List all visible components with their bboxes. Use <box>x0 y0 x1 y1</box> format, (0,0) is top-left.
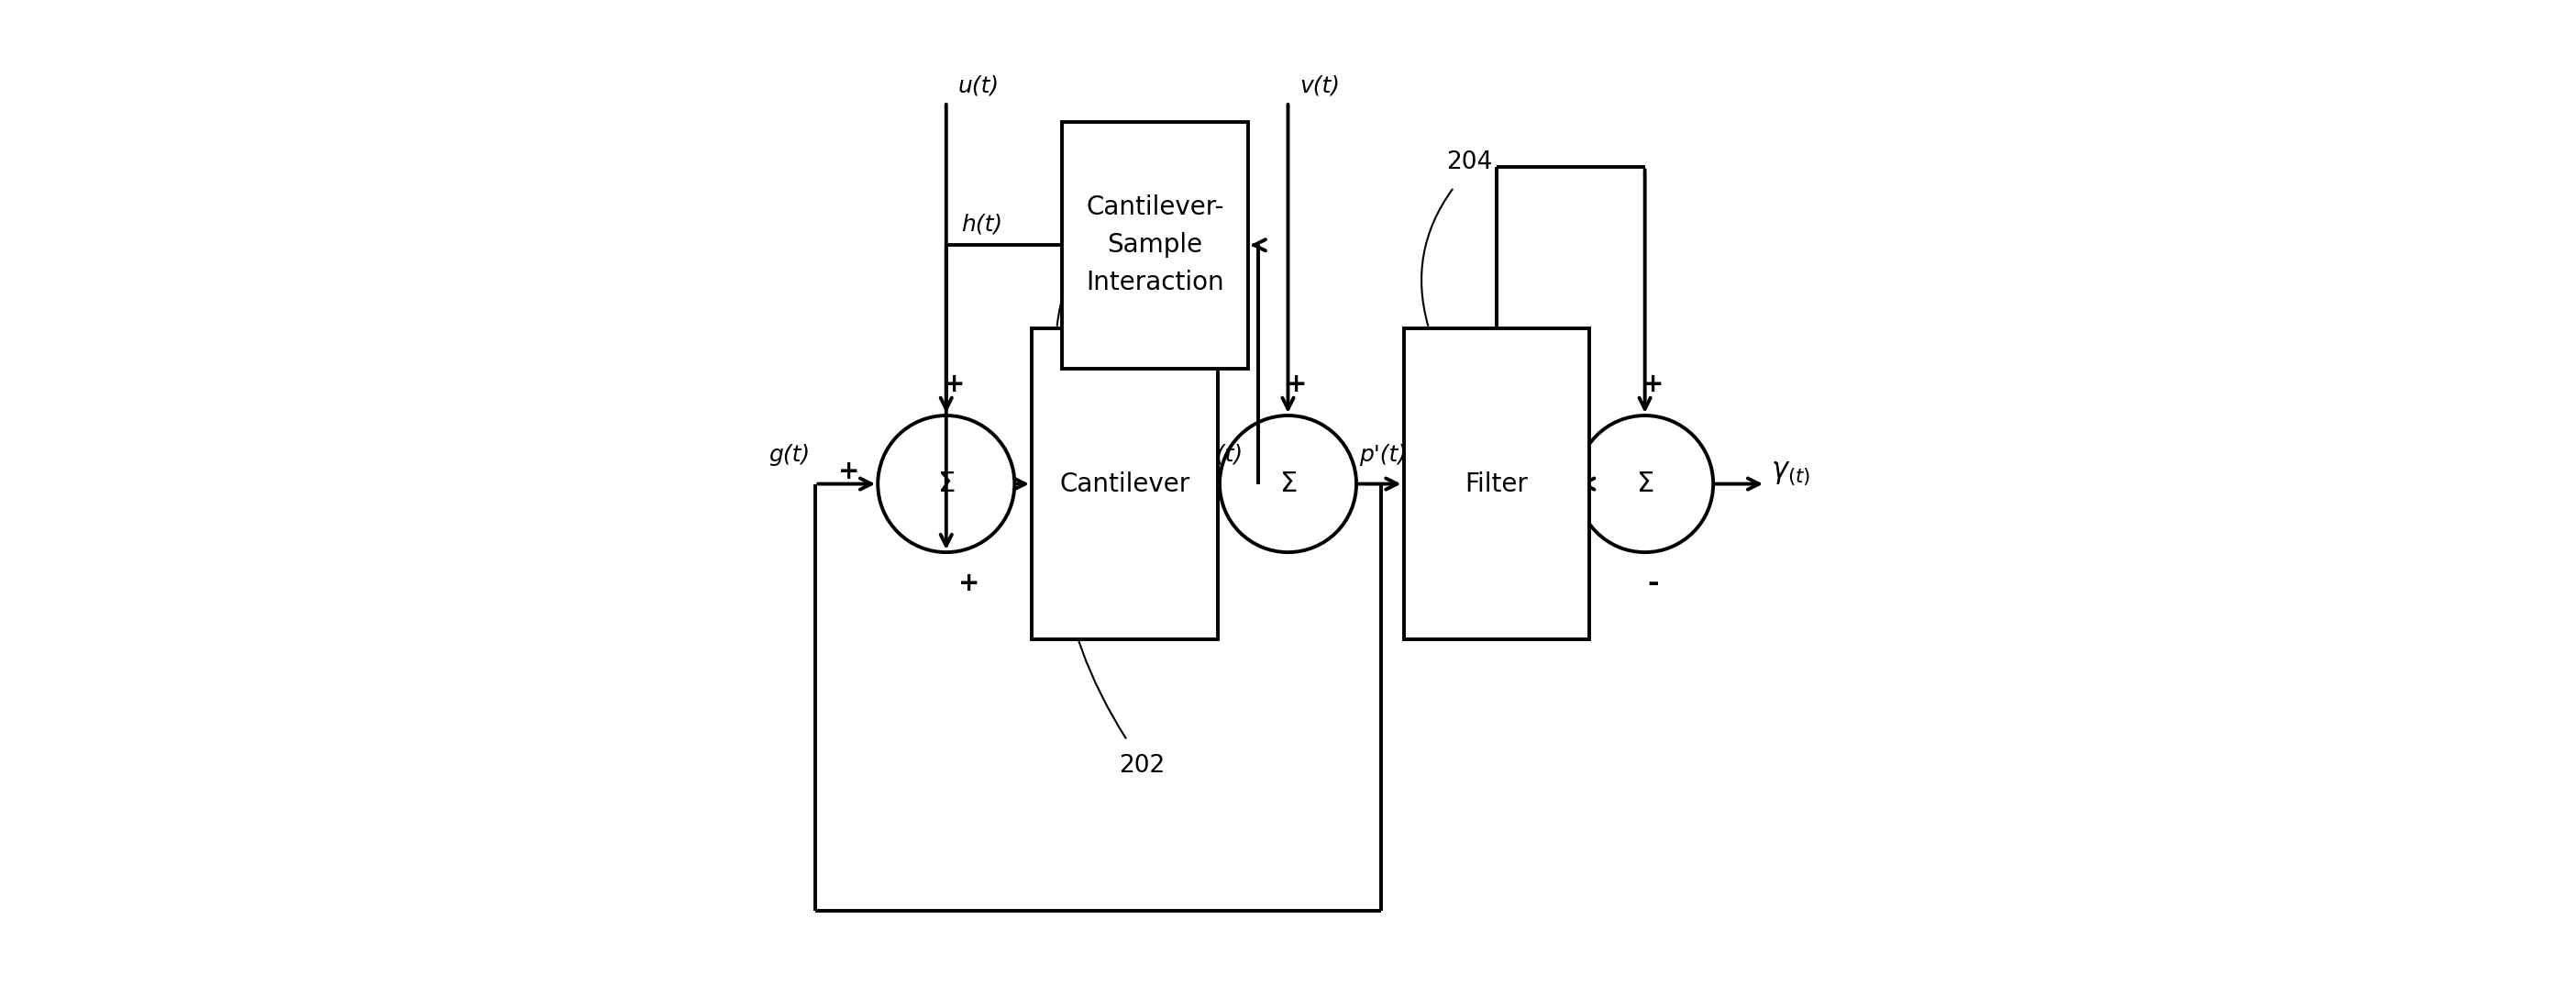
Text: +: + <box>1285 372 1306 397</box>
Text: Cantilever: Cantilever <box>1059 471 1190 497</box>
Text: g(t): g(t) <box>770 444 811 466</box>
Text: p(t): p(t) <box>1200 444 1242 466</box>
Bar <box>1061 122 1247 368</box>
Text: h(t): h(t) <box>961 213 1002 235</box>
Text: Cantilever-
Sample
Interaction: Cantilever- Sample Interaction <box>1084 195 1224 295</box>
Text: -: - <box>1646 571 1659 597</box>
Text: +: + <box>1180 459 1200 485</box>
Text: +: + <box>958 571 979 596</box>
Text: v(t): v(t) <box>1301 75 1340 97</box>
Text: $\Sigma$: $\Sigma$ <box>1280 471 1296 497</box>
Text: 202: 202 <box>1118 754 1164 777</box>
Text: 204: 204 <box>1445 150 1492 174</box>
Bar <box>1404 328 1589 640</box>
Text: $\Sigma$: $\Sigma$ <box>1636 471 1654 497</box>
Bar <box>1030 328 1218 640</box>
Text: Filter: Filter <box>1466 471 1528 497</box>
Text: p'(t): p'(t) <box>1360 444 1406 466</box>
Text: $\gamma_{(t)}$: $\gamma_{(t)}$ <box>1770 460 1811 488</box>
Text: +: + <box>837 459 860 485</box>
Text: 200: 200 <box>1139 150 1185 174</box>
Text: $\Sigma$: $\Sigma$ <box>938 471 956 497</box>
Text: +: + <box>943 372 966 397</box>
Text: +: + <box>1538 459 1558 485</box>
Text: +: + <box>1643 372 1664 397</box>
Text: u(t): u(t) <box>958 75 999 97</box>
